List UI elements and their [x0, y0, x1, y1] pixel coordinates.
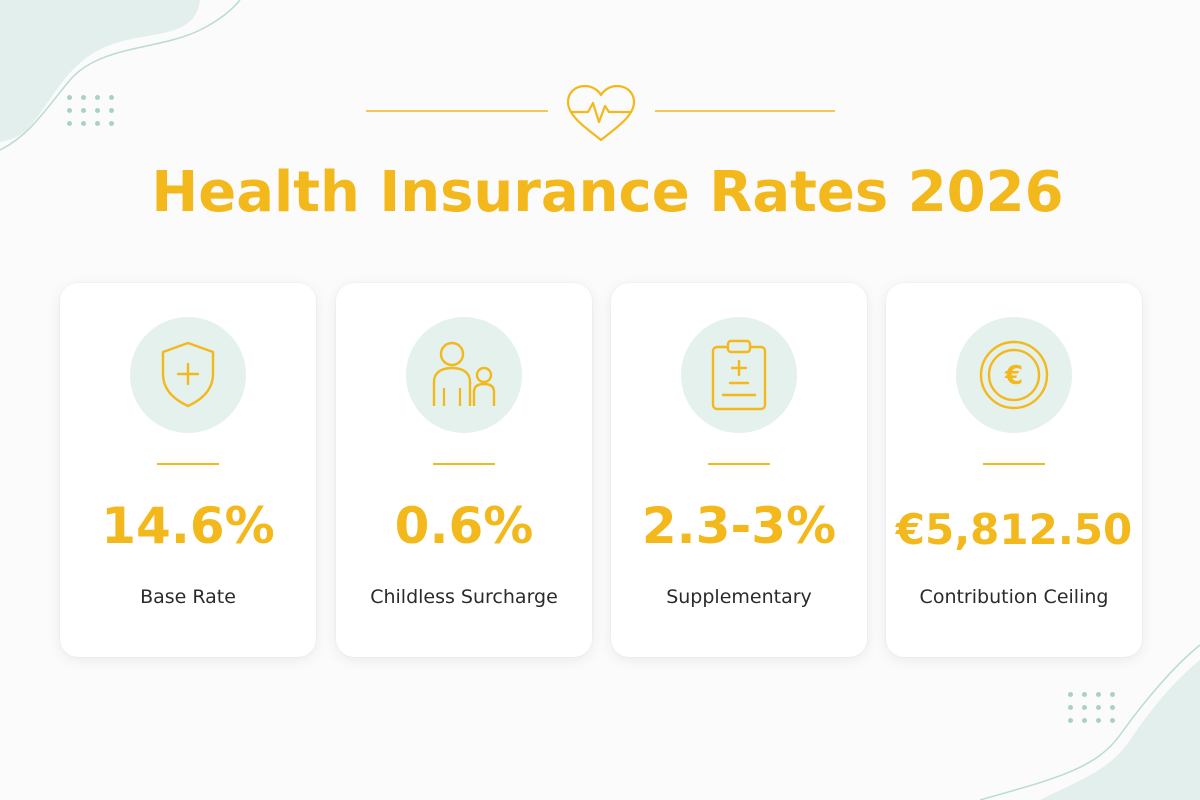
rate-value: 14.6%	[101, 497, 275, 555]
decorative-dots-bottom-right	[1068, 692, 1116, 723]
decorative-wave-top-left	[0, 0, 241, 151]
rate-value: 2.3-3%	[641, 497, 837, 555]
parent-child-icon	[432, 341, 496, 406]
rate-label: Supplementary	[666, 586, 812, 608]
shield-plus-icon	[161, 341, 215, 408]
heart-pulse-icon	[566, 84, 636, 142]
rate-card-contribution-ceiling: € €5,812.50 Contribution Ceiling	[886, 283, 1142, 657]
rate-card-supplementary: 2.3-3% Supplementary	[611, 283, 867, 657]
icon-badge: €	[956, 317, 1072, 433]
euro-coin-icon: €	[979, 340, 1049, 410]
rate-label: Contribution Ceiling	[919, 586, 1109, 608]
page-title: Health Insurance Rates 2026	[151, 160, 1064, 225]
rate-label: Base Rate	[140, 586, 236, 608]
card-divider	[157, 463, 219, 465]
title-ornament	[366, 84, 835, 142]
card-divider	[708, 463, 770, 465]
decorative-wave-bottom-right	[979, 644, 1200, 800]
rate-value: €5,812.50	[895, 505, 1133, 554]
rate-value: 0.6%	[394, 497, 534, 555]
rate-card-childless-surcharge: 0.6% Childless Surcharge	[336, 283, 592, 657]
icon-badge	[130, 317, 246, 433]
icon-badge	[406, 317, 522, 433]
rate-label: Childless Surcharge	[370, 586, 558, 608]
rate-card-base-rate: 14.6% Base Rate	[60, 283, 316, 657]
clipboard-plus-minus-icon	[711, 339, 767, 411]
icon-badge	[681, 317, 797, 433]
card-divider	[433, 463, 495, 465]
decorative-dots-top-left	[67, 95, 115, 126]
svg-text:€: €	[1004, 361, 1023, 391]
card-divider	[983, 463, 1045, 465]
